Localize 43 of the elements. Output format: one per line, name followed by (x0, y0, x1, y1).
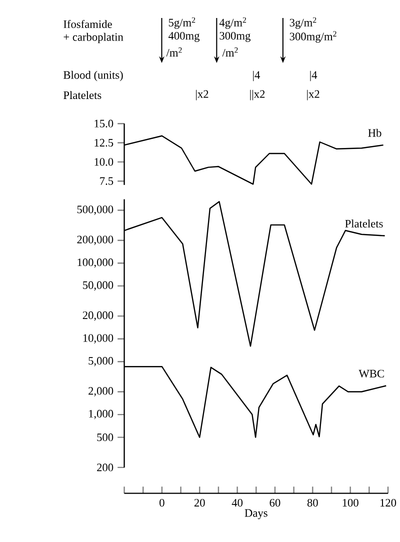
text: 3g/m$^{2}$ (290, 17, 316, 29)
text: Ifosfamide (64, 20, 112, 28)
y-tick-label: 5,000 (88, 357, 114, 366)
y-tick-label: 200 (97, 464, 114, 472)
text: ||x2 (250, 90, 265, 100)
y-tick-label: 12.5 (94, 138, 114, 147)
text: 300mg (220, 32, 250, 42)
y-tick-label: 50,000 (83, 281, 114, 291)
x-tick-label: 80 (307, 498, 318, 507)
text: |4 (310, 70, 318, 82)
y-tick-label: 7.5 (100, 177, 114, 185)
series-label: Hb (368, 128, 382, 137)
text: 4g/m$^{2}$ (219, 17, 246, 29)
text: /m$^{2}$ (166, 47, 182, 57)
x-tick-label: 0 (160, 498, 164, 507)
text: 5g/m$^{2}$ (168, 17, 196, 29)
y-tick-label: 10.0 (94, 158, 114, 166)
series-label: WBC (358, 370, 384, 378)
text: 400mg (168, 32, 200, 42)
y-tick-label: 500,000 (77, 206, 114, 215)
x-tick-label: 100 (342, 498, 358, 507)
y-tick-label: 15.0 (94, 120, 114, 128)
text: |x2 (307, 90, 320, 100)
x-axis-title: Days (244, 509, 268, 520)
y-tick-label: 200,000 (77, 236, 114, 246)
y-tick-label: 500 (97, 434, 114, 442)
y-tick-label: 10,000 (83, 334, 114, 344)
y-tick-label: 2,000 (88, 387, 114, 396)
x-tick-label: 60 (270, 498, 280, 507)
x-tick-label: 40 (232, 498, 243, 507)
text: + carboplatin (64, 32, 124, 44)
text: |x2 (196, 90, 208, 100)
text: Platelets (64, 91, 102, 100)
text: /m$^{2}$ (222, 47, 238, 57)
y-tick-label: 1,000 (89, 410, 114, 420)
x-tick-label: 120 (380, 498, 396, 507)
text: |4 (253, 70, 260, 82)
series-label: Platelets (345, 220, 383, 228)
y-tick-label: 100,000 (78, 258, 114, 268)
x-tick-label: 20 (194, 498, 205, 507)
text: 300mg/m$^{2}$ (290, 31, 336, 43)
text: Blood (units) (64, 70, 123, 82)
y-tick-label: 20,000 (82, 311, 114, 321)
